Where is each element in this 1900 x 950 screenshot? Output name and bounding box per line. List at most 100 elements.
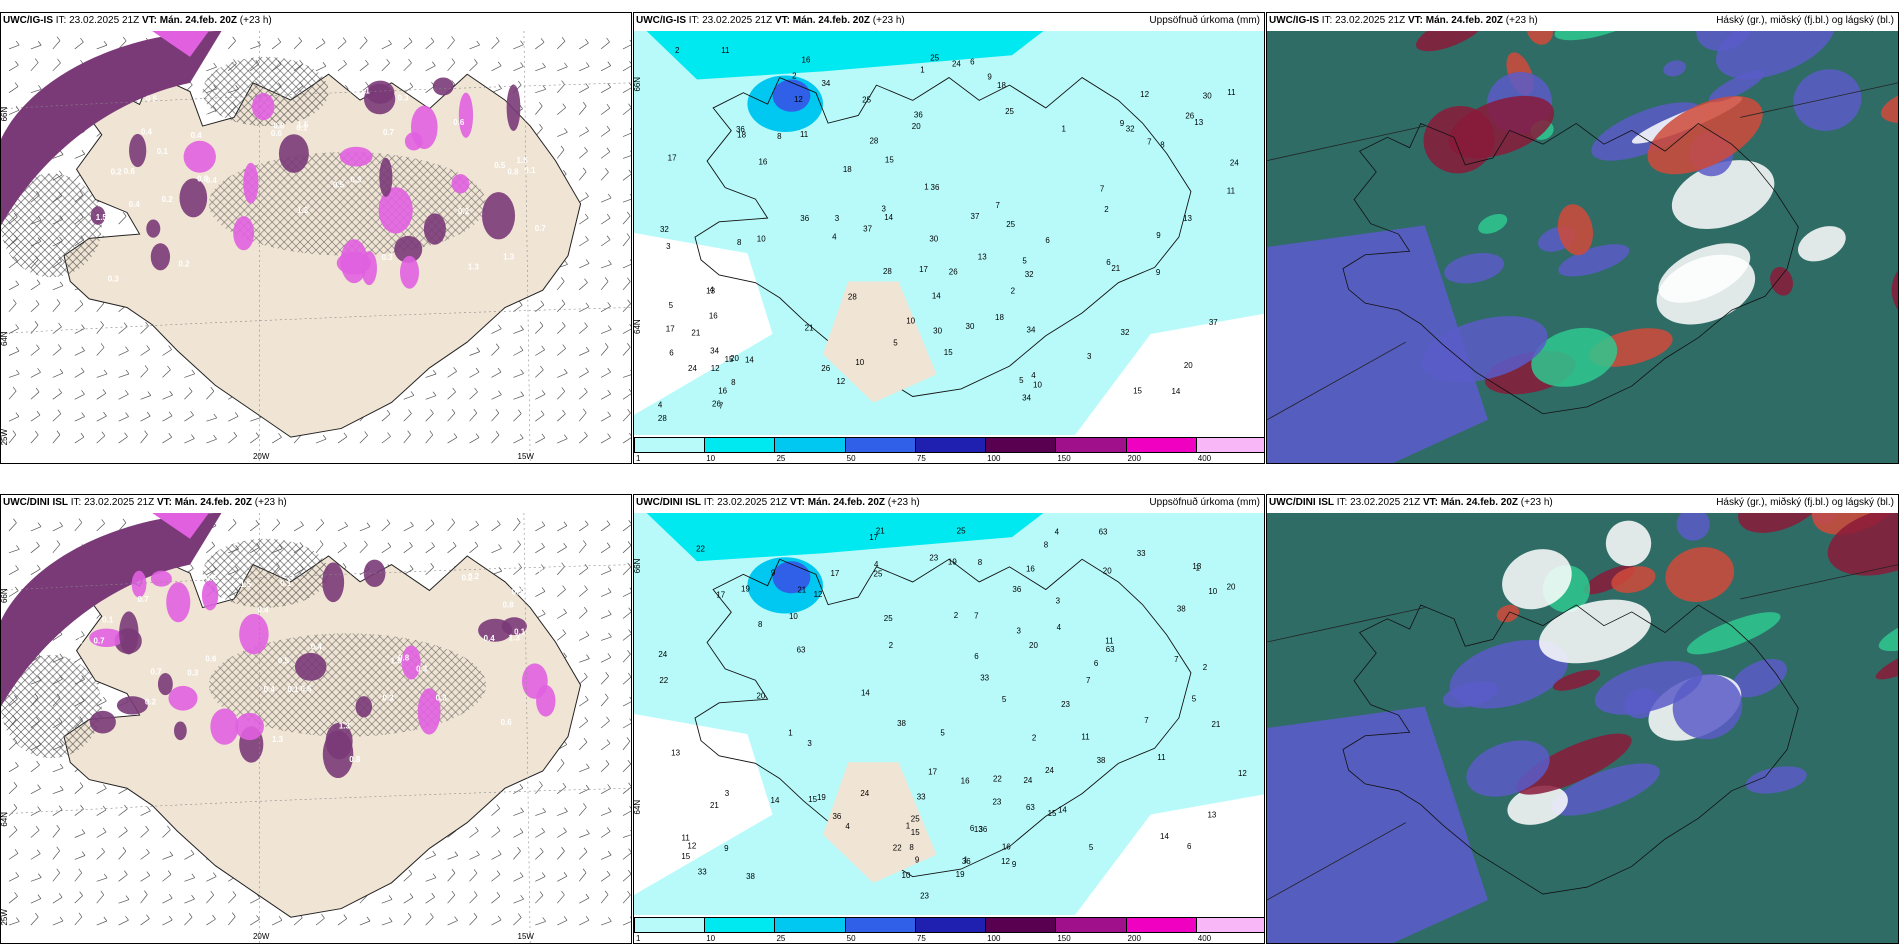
svg-text:0.4: 0.4 <box>129 200 141 209</box>
svg-text:24: 24 <box>1023 776 1032 785</box>
svg-text:0.6: 0.6 <box>205 655 217 664</box>
svg-text:8: 8 <box>777 132 782 141</box>
panel-bot-mid: UWC/DINI ISL IT: 23.02.2025 21Z VT: Mán.… <box>633 494 1265 944</box>
svg-text:1.5: 1.5 <box>240 580 252 589</box>
svg-text:0.6: 0.6 <box>206 574 218 583</box>
svg-text:24: 24 <box>688 364 697 373</box>
svg-text:1: 1 <box>906 822 911 831</box>
svg-text:5: 5 <box>1019 376 1024 385</box>
svg-text:63: 63 <box>797 645 806 654</box>
svg-text:12: 12 <box>814 590 823 599</box>
svg-text:0.3: 0.3 <box>436 694 448 703</box>
svg-text:10: 10 <box>855 358 864 367</box>
panel-top-left: UWC/IG-IS IT: 23.02.2025 21Z VT: Mán. 24… <box>0 12 632 464</box>
snow-areas <box>1 31 521 289</box>
svg-text:2: 2 <box>889 641 894 650</box>
svg-text:1.5: 1.5 <box>390 656 402 665</box>
hatched-area <box>202 538 329 608</box>
svg-text:66N: 66N <box>1 588 9 603</box>
svg-text:25W: 25W <box>1 429 9 446</box>
svg-text:1: 1 <box>1196 564 1201 573</box>
svg-text:4: 4 <box>709 286 714 295</box>
panel-header: UWC/DINI ISL IT: 23.02.2025 21Z VT: Mán.… <box>1267 495 1898 513</box>
svg-text:23: 23 <box>1061 700 1070 709</box>
svg-text:9: 9 <box>915 856 920 865</box>
svg-text:12: 12 <box>1001 857 1010 866</box>
svg-text:30: 30 <box>933 327 942 336</box>
svg-text:0.8: 0.8 <box>197 175 209 184</box>
axis-labels: 66N 64N 25W 20W 15W <box>1 107 534 461</box>
svg-text:15: 15 <box>885 155 894 164</box>
svg-text:5: 5 <box>1022 257 1027 266</box>
svg-text:16: 16 <box>718 387 727 396</box>
svg-text:0.4: 0.4 <box>141 128 153 137</box>
svg-text:21: 21 <box>805 324 814 333</box>
svg-text:38: 38 <box>1097 756 1106 765</box>
svg-text:15: 15 <box>681 852 690 861</box>
svg-text:64N: 64N <box>634 800 642 815</box>
svg-text:8: 8 <box>737 238 742 247</box>
svg-text:0.2: 0.2 <box>72 637 84 646</box>
svg-text:5: 5 <box>1192 694 1197 703</box>
svg-text:13: 13 <box>974 825 983 834</box>
svg-text:25: 25 <box>884 614 893 623</box>
svg-text:4: 4 <box>1031 371 1036 380</box>
svg-text:16: 16 <box>802 55 811 64</box>
colorbar-tick: 75 <box>916 454 926 463</box>
svg-text:64N: 64N <box>1 812 9 827</box>
svg-text:1: 1 <box>920 66 925 75</box>
svg-text:2: 2 <box>1011 286 1016 295</box>
svg-text:1: 1 <box>788 728 793 737</box>
svg-text:6: 6 <box>669 348 674 357</box>
colorbar-swatch <box>985 437 1057 453</box>
svg-text:12: 12 <box>794 95 803 104</box>
svg-text:9: 9 <box>1156 231 1161 240</box>
svg-text:2: 2 <box>1203 663 1208 672</box>
svg-text:0.5: 0.5 <box>278 657 290 666</box>
svg-text:33: 33 <box>980 673 989 682</box>
svg-text:7: 7 <box>974 611 979 620</box>
svg-text:0.7: 0.7 <box>151 668 163 677</box>
svg-text:7: 7 <box>1100 184 1105 193</box>
colorbar-tick: 400 <box>1197 934 1212 943</box>
svg-text:14: 14 <box>1160 832 1169 841</box>
svg-text:0.5: 0.5 <box>512 587 524 596</box>
svg-text:11: 11 <box>682 834 691 843</box>
svg-text:13: 13 <box>1194 118 1203 127</box>
panel-header: UWC/IG-IS IT: 23.02.2025 21Z VT: Mán. 24… <box>634 13 1264 31</box>
svg-text:0.1: 0.1 <box>287 685 299 694</box>
svg-text:9: 9 <box>724 844 729 853</box>
precip-map: 14 12 13 11 15 22 24 21 33 38 36 17 63 25 19 20 23 8 7 6 5 4 3… <box>634 513 1264 915</box>
svg-text:36: 36 <box>800 214 809 223</box>
panel-header: UWC/DINI ISL IT: 23.02.2025 21Z VT: Mán.… <box>634 495 1264 513</box>
svg-text:1.3: 1.3 <box>468 263 480 272</box>
svg-text:1.3: 1.3 <box>297 206 309 215</box>
svg-text:3: 3 <box>1016 626 1021 635</box>
dry-area <box>634 233 773 415</box>
svg-text:38: 38 <box>746 872 755 881</box>
svg-text:25: 25 <box>1005 107 1014 116</box>
svg-text:32: 32 <box>1126 125 1135 134</box>
colorbar-swatch <box>704 437 776 453</box>
svg-text:12: 12 <box>836 377 845 386</box>
svg-text:0.5: 0.5 <box>146 94 158 103</box>
svg-text:14: 14 <box>1171 387 1180 396</box>
svg-text:1.5: 1.5 <box>297 120 309 129</box>
svg-text:8: 8 <box>731 378 736 387</box>
svg-text:64N: 64N <box>634 319 642 334</box>
svg-text:34: 34 <box>1027 325 1036 334</box>
svg-text:0.3: 0.3 <box>382 253 394 262</box>
svg-text:17: 17 <box>716 591 725 600</box>
low-cloud <box>1267 225 1488 463</box>
svg-text:32: 32 <box>1025 270 1034 279</box>
svg-text:19: 19 <box>956 870 965 879</box>
svg-text:1.5: 1.5 <box>96 213 108 222</box>
svg-text:16: 16 <box>759 157 768 166</box>
svg-text:20: 20 <box>1103 566 1112 575</box>
svg-text:0.4: 0.4 <box>264 685 276 694</box>
svg-text:0.8: 0.8 <box>273 122 285 131</box>
low-cloud <box>1267 706 1488 943</box>
svg-text:21: 21 <box>691 329 700 338</box>
graticule <box>1267 82 1898 421</box>
svg-text:9: 9 <box>1012 860 1017 869</box>
